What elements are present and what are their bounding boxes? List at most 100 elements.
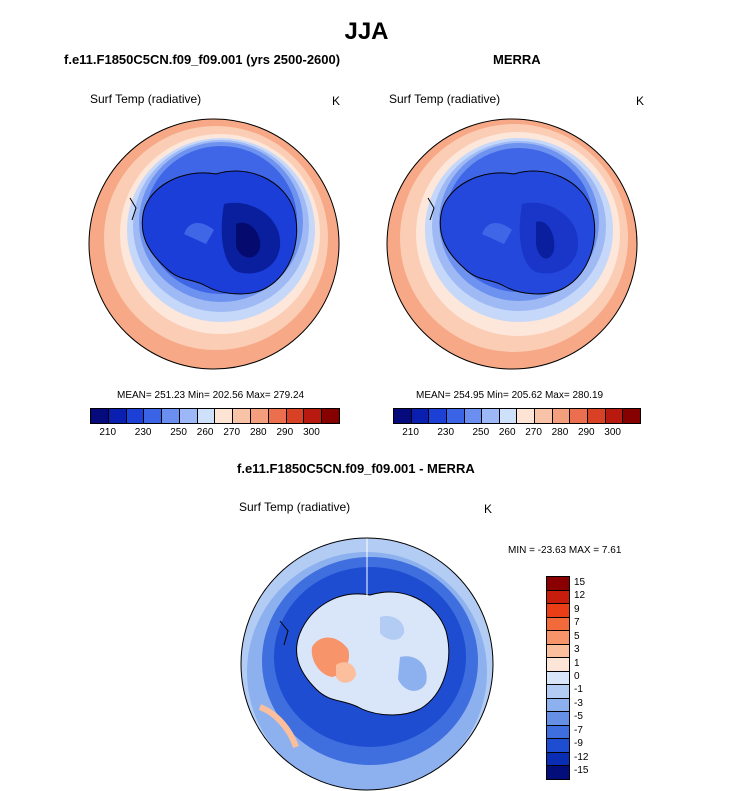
obs-colorbar-cell [429,409,447,423]
obs-colorbar-tick-label: 250 [472,427,490,438]
obs-colorbar-cell [535,409,553,423]
diff-colorbar-tick-label: 0 [574,671,580,682]
diff-colorbar-cell [547,658,569,672]
diff-colorbar-cell [547,766,569,779]
model-colorbar-cell [197,409,216,423]
obs-ross-sea [482,223,512,244]
model-colorbar-cell [286,409,305,423]
obs-colorbar-ticks: 210 230 250 260 270 280 290 300 [393,427,639,439]
model-colorbar-cell [162,409,180,423]
diff-variable-label: Surf Temp (radiative) [239,500,351,514]
obs-colorbar-cell [605,409,624,423]
obs-colorbar-tick-label: 210 [402,427,419,438]
obs-colorbar-tick-label: 230 [437,427,455,438]
model-colorbar-cell [144,409,163,423]
model-colorbar-cell [126,409,145,423]
diff-colorbar-tick-label: -3 [574,697,583,709]
obs-colorbar-tick-label: 290 [577,427,595,438]
diff-colorbar-cell [547,712,569,726]
diff-cool-patch-1 [380,615,405,640]
diff-cool-patch-2 [398,656,427,691]
obs-stats: MEAN= 254.95 Min= 205.62 Max= 280.19 [416,390,604,401]
model-variable-label: Surf Temp (radiative) [90,92,202,106]
diff-colorbar-tick-label: 7 [574,617,580,629]
diff-colorbar [546,576,570,780]
model-peninsula-tip [129,197,137,221]
diff-colorbar-cell [547,739,569,753]
diff-colorbar-cell [547,685,569,699]
obs-colorbar-cell [482,409,500,423]
diff-colorbar-tick-label: 9 [574,603,580,615]
diff-colorbar-cell [547,631,569,645]
model-map-boundary [88,118,340,370]
diff-colorbar-cell [547,752,569,767]
obs-colorbar-cell [552,409,571,423]
obs-colorbar-cell [464,409,483,423]
diff-colorbar-tick-label: 3 [574,644,580,656]
model-colorbar-tick-label: 250 [170,427,187,438]
obs-colorbar [393,408,641,424]
diff-stats: MIN = -23.63 MAX = 7.61 [508,545,622,556]
model-colorbar-cell [251,409,269,423]
diff-colorbar-tick-label: -9 [574,738,583,750]
model-colorbar-ticks: 210 230 250 260 270 280 290 300 [90,427,338,439]
model-units-label: K [332,94,341,108]
model-colorbar-cell [304,409,323,423]
obs-colorbar-tick-label: 260 [498,427,516,438]
diff-colorbar-tick-label: 1 [574,657,580,669]
obs-map [386,118,638,370]
obs-units-label: K [636,94,645,108]
model-colorbar-tick-label: 230 [134,427,152,438]
obs-colorbar-tick-label: 280 [551,427,569,438]
diff-peninsula-tip [279,620,289,646]
obs-panel-title: MERRA [493,52,541,67]
model-colorbar-tick-label: 300 [303,427,320,438]
diff-colorbar-tick-label: -12 [574,751,589,763]
obs-colorbar-cell [499,409,518,423]
obs-antarctica-deep [536,221,555,259]
model-colorbar-tick-label: 270 [223,427,241,438]
model-map [88,118,340,370]
diff-colorbar-tick-label: -15 [574,765,589,777]
obs-colorbar-cell [570,409,589,423]
diff-colorbar-cell [547,577,569,591]
model-colorbar-tick-label: 210 [99,427,117,438]
obs-peninsula-tip [427,197,435,221]
model-colorbar-cell [215,409,234,423]
diff-colorbar-tick-label: 15 [574,576,586,588]
model-colorbar-tick-label: 280 [249,427,267,438]
model-colorbar-cell [91,409,109,423]
obs-colorbar-cell [394,409,412,423]
obs-colorbar-tick-label: 300 [604,427,621,438]
obs-colorbar-cell [588,409,606,423]
model-colorbar-cell [322,409,339,423]
diff-colorbar-cell [547,604,569,618]
model-stats: MEAN= 251.23 Min= 202.56 Max= 279.24 [117,390,305,401]
diff-colorbar-cell [547,725,569,740]
diff-units-label: K [484,502,493,516]
main-title: JJA [344,18,389,45]
model-colorbar-cell [108,409,127,423]
obs-colorbar-cell [517,409,536,423]
model-panel-title: f.e11.F1850C5CN.f09_f09.001 (yrs 2500-26… [64,52,341,67]
diff-colorbar-cell [547,671,569,686]
diff-panel-title: f.e11.F1850C5CN.f09_f09.001 - MERRA [237,461,475,476]
model-colorbar [90,408,340,424]
diff-colorbar-tick-label: -7 [574,724,583,736]
model-colorbar-tick-label: 260 [196,427,214,438]
diff-colorbar-cell [547,644,569,659]
model-antarctica-deep [236,222,261,258]
diff-colorbar-cell [547,617,569,632]
diff-warm-patch-2 [336,662,356,683]
diff-colorbar-tick-label: -5 [574,711,583,723]
model-colorbar-tick-label: 290 [276,427,294,438]
diff-warm-streak [258,704,299,749]
model-colorbar-cell [233,409,252,423]
obs-colorbar-cell [411,409,430,423]
obs-variable-label: Surf Temp (radiative) [389,92,501,106]
obs-colorbar-tick-label: 270 [525,427,542,438]
model-colorbar-cell [179,409,198,423]
diff-colorbar-ticks: 15 12 9 7 5 3 1 0 -1 -3 -5 -7 -9 -12 -15 [574,576,604,778]
diff-colorbar-cell [547,698,569,713]
diff-colorbar-tick-label: 5 [574,630,580,642]
